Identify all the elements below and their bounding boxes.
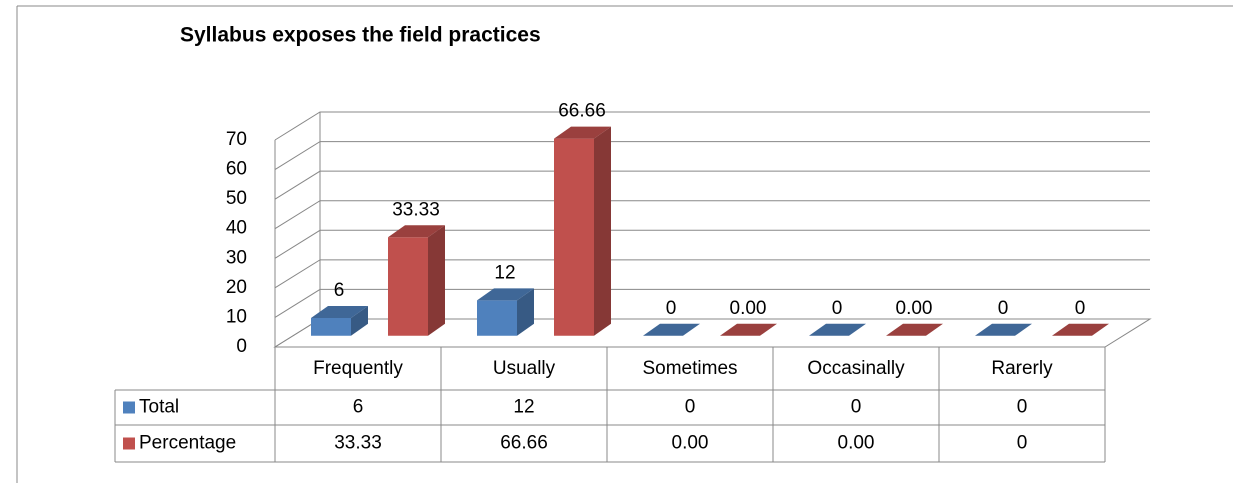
x-tick-label: Rarerly [991,358,1053,379]
bar [1052,323,1109,336]
bar-face [886,323,943,336]
table-cell: 0.00 [672,433,709,454]
bar-face [311,306,368,319]
bar [720,323,777,336]
y-tick-label: 60 [226,159,247,180]
data-label: 0 [1075,298,1086,319]
bar-face [1052,323,1109,336]
bar-face [388,237,428,336]
grid-line [274,111,1150,141]
grid-line [274,200,1150,230]
table-cell: 0 [1017,397,1028,418]
data-label: 0.00 [896,298,933,319]
x-tick-label: Sometimes [642,358,737,379]
legend-label: Total [139,397,179,418]
table-cell: 12 [513,397,534,418]
legend-label: Percentage [139,433,236,454]
grid-line [274,229,1150,259]
bar-face [311,318,351,336]
bar-face [594,126,611,336]
bar-face [809,323,866,336]
table-cell: 0 [685,397,696,418]
y-tick-label: 70 [226,129,247,150]
table-cell: 66.66 [500,433,548,454]
data-label: 12 [494,262,515,283]
bar [643,323,700,336]
table-cell: 33.33 [334,433,382,454]
y-tick-label: 30 [226,247,247,268]
data-label: 0 [998,298,1009,319]
grid-line [274,141,1150,170]
bar [886,323,943,336]
data-label: 0 [832,298,843,319]
grid-line [274,170,1150,200]
bar-face [351,306,368,336]
bar-face [720,323,777,336]
bar [809,323,866,336]
x-tick-label: Usually [493,358,556,379]
legend-swatch [123,437,135,450]
grid-line [274,288,1150,318]
x-tick-label: Occasinally [807,358,905,379]
y-tick-label: 50 [226,188,247,209]
data-label: 66.66 [558,101,606,122]
data-label: 0.00 [730,298,767,319]
bar [311,306,368,336]
y-tick-label: 20 [226,277,247,298]
data-label: 33.33 [392,199,440,220]
bar [388,225,445,336]
bar [975,323,1032,336]
bar-face [554,126,611,139]
bar [554,126,611,336]
data-label: 0 [666,298,677,319]
bar-face [975,323,1032,336]
bar-face [517,288,534,336]
chart-title: Syllabus exposes the field practices [180,24,541,47]
bar-face [477,288,534,301]
bar-face [388,225,445,238]
y-tick-label: 40 [226,218,247,239]
table-cell: 0 [851,397,862,418]
table-cell: 0 [1017,433,1028,454]
bar-face [643,323,700,336]
bar-face [554,138,594,336]
table-cell: 6 [353,397,364,418]
legend-swatch [123,401,135,414]
bar-face [428,225,445,336]
bar [477,288,534,336]
table-cell: 0.00 [838,433,875,454]
grid-line [274,259,1150,289]
x-tick-label: Frequently [313,358,403,379]
y-tick-label: 10 [226,306,247,327]
bar-face [477,300,517,336]
y-tick-label: 0 [236,336,247,357]
data-label: 6 [334,280,345,301]
